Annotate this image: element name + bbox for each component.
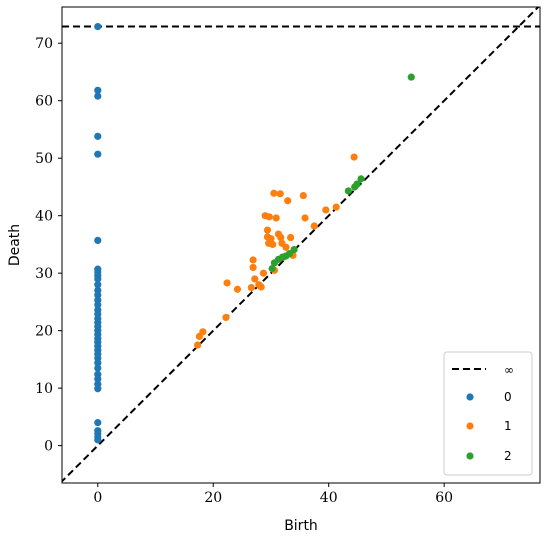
point-dim-0 bbox=[94, 86, 102, 94]
point-dim-1 bbox=[299, 191, 307, 200]
point-dim-0 bbox=[94, 364, 102, 372]
point-dim-1 bbox=[263, 226, 272, 234]
point-dim-1 bbox=[223, 279, 231, 287]
point-dim-1 bbox=[350, 153, 358, 161]
point-dim-0 bbox=[94, 419, 102, 427]
legend-marker-2 bbox=[466, 452, 474, 460]
point-dim-2 bbox=[353, 180, 361, 188]
point-dim-2 bbox=[268, 264, 276, 273]
point-dim-0 bbox=[94, 132, 102, 140]
x-tick-label: 40 bbox=[320, 490, 338, 506]
point-dim-1 bbox=[249, 256, 257, 264]
legend-frame bbox=[443, 351, 533, 476]
legend-label-1: 1 bbox=[504, 419, 512, 433]
point-dim-1 bbox=[257, 283, 265, 291]
y-axis-label: Death bbox=[7, 224, 23, 266]
y-tick-label: 10 bbox=[35, 381, 53, 397]
legend-label-0: 0 bbox=[504, 390, 512, 404]
point-dim-2 bbox=[290, 245, 298, 254]
y-tick-label: 50 bbox=[35, 151, 53, 167]
point-dim-2 bbox=[357, 175, 365, 183]
legend: ∞ 0 1 2 bbox=[443, 351, 533, 476]
point-dim-0 bbox=[94, 92, 102, 100]
point-dim-0 bbox=[94, 291, 102, 299]
point-dim-0 bbox=[94, 281, 102, 289]
point-dim-1 bbox=[233, 285, 242, 293]
legend-marker-1 bbox=[466, 422, 474, 430]
point-dim-0 bbox=[94, 359, 102, 367]
point-dim-1 bbox=[284, 197, 292, 205]
point-dim-2 bbox=[407, 73, 415, 81]
point-dim-0 bbox=[94, 375, 102, 383]
point-dim-1 bbox=[272, 214, 280, 222]
point-dim-1 bbox=[222, 313, 230, 322]
y-tick-label: 40 bbox=[35, 209, 53, 225]
point-dim-0 bbox=[94, 301, 102, 309]
point-dim-1 bbox=[310, 222, 318, 230]
point-dim-1 bbox=[194, 341, 202, 349]
point-dim-0 bbox=[94, 150, 102, 158]
point-dim-1 bbox=[282, 243, 290, 251]
x-tick-label: 20 bbox=[204, 490, 222, 506]
point-dim-1 bbox=[269, 240, 277, 249]
diagonal-line bbox=[62, 7, 540, 483]
point-dim-1 bbox=[265, 213, 273, 221]
point-dim-1 bbox=[251, 275, 259, 283]
point-dim-1 bbox=[277, 233, 285, 242]
point-dim-1 bbox=[270, 189, 278, 197]
point-dim-1 bbox=[249, 263, 257, 272]
x-axis-label: Birth bbox=[284, 518, 318, 534]
y-tick-label: 30 bbox=[35, 266, 53, 282]
point-dim-1 bbox=[259, 269, 268, 277]
point-dim-0 bbox=[94, 385, 102, 393]
point-dim-1 bbox=[301, 214, 309, 222]
point-dim-1 bbox=[199, 328, 207, 336]
y-tick-label: 0 bbox=[44, 439, 53, 455]
point-dim-1 bbox=[322, 206, 330, 214]
y-tick-label: 60 bbox=[35, 94, 53, 110]
point-dim-2 bbox=[344, 187, 352, 195]
point-dim-0 bbox=[94, 436, 102, 444]
y-tick-label: 20 bbox=[35, 324, 53, 340]
plot-frame bbox=[61, 6, 541, 484]
point-dim-0 bbox=[94, 275, 102, 283]
y-tick-label: 70 bbox=[35, 36, 53, 52]
point-dim-1 bbox=[332, 203, 340, 211]
point-dim-1 bbox=[267, 235, 275, 243]
x-tick-label: 0 bbox=[93, 490, 102, 506]
point-dim-1 bbox=[247, 283, 255, 292]
point-dim-0 bbox=[94, 22, 102, 31]
point-dim-1 bbox=[276, 190, 284, 198]
point-dim-0 bbox=[94, 236, 102, 245]
x-tick-label: 60 bbox=[435, 490, 453, 506]
point-dim-1 bbox=[287, 233, 295, 242]
legend-marker-0 bbox=[466, 393, 474, 401]
legend-label-2: 2 bbox=[504, 449, 512, 463]
legend-label-infinity: ∞ bbox=[504, 363, 514, 377]
